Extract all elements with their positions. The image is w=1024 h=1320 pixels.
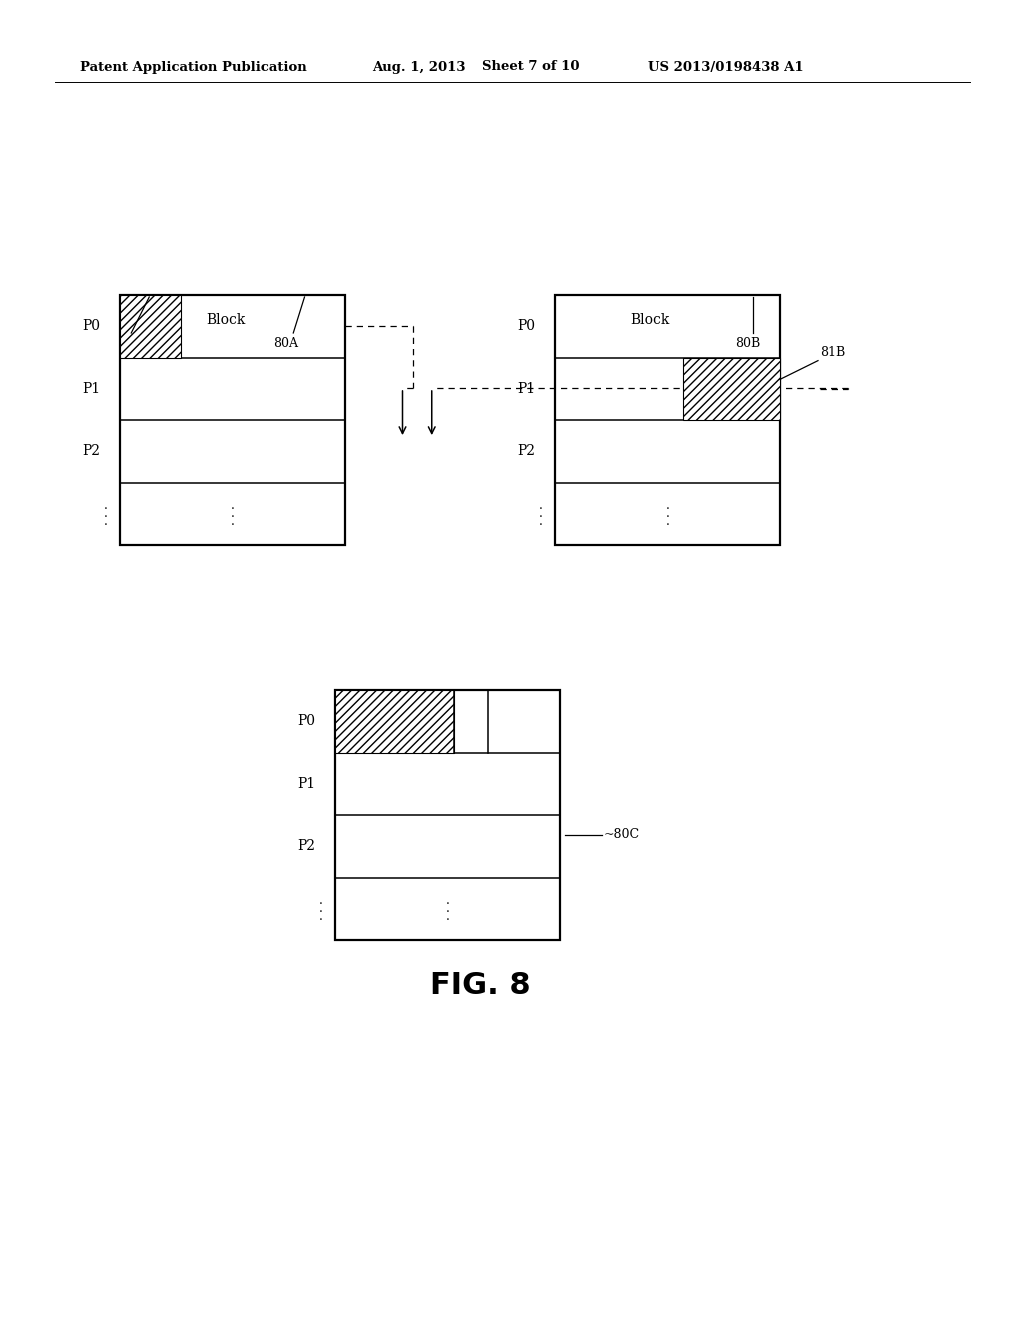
Text: P0: P0 bbox=[297, 714, 315, 729]
Text: P1: P1 bbox=[82, 381, 100, 396]
Text: 81B: 81B bbox=[820, 346, 845, 359]
Text: .: . bbox=[230, 507, 234, 520]
Text: ~80C: ~80C bbox=[604, 829, 640, 842]
Text: Block: Block bbox=[630, 313, 670, 327]
Text: P1: P1 bbox=[297, 776, 315, 791]
Text: 81A: 81A bbox=[122, 337, 147, 350]
Text: .: . bbox=[539, 507, 543, 520]
Text: .: . bbox=[445, 911, 450, 923]
Text: .: . bbox=[104, 499, 108, 512]
Text: Sheet 7 of 10: Sheet 7 of 10 bbox=[482, 61, 580, 74]
Text: .: . bbox=[319, 911, 323, 923]
Bar bbox=[120, 294, 181, 358]
Text: P2: P2 bbox=[82, 445, 100, 458]
Text: Block: Block bbox=[206, 313, 246, 327]
Text: 80A: 80A bbox=[273, 337, 298, 350]
Text: FIG. 8: FIG. 8 bbox=[430, 970, 530, 999]
Bar bbox=[335, 690, 455, 752]
Text: P2: P2 bbox=[297, 840, 315, 853]
Text: .: . bbox=[230, 515, 234, 528]
Bar bbox=[120, 294, 345, 545]
Text: .: . bbox=[104, 515, 108, 528]
Text: .: . bbox=[319, 894, 323, 907]
Text: US 2013/0198438 A1: US 2013/0198438 A1 bbox=[648, 61, 804, 74]
Text: P2: P2 bbox=[517, 445, 535, 458]
Text: .: . bbox=[539, 499, 543, 512]
Text: P0: P0 bbox=[82, 319, 100, 333]
Text: .: . bbox=[666, 499, 670, 512]
Text: .: . bbox=[104, 507, 108, 520]
Text: .: . bbox=[445, 903, 450, 915]
Text: .: . bbox=[445, 894, 450, 907]
Text: .: . bbox=[230, 499, 234, 512]
Bar bbox=[683, 358, 780, 420]
Text: .: . bbox=[319, 903, 323, 915]
Text: P1: P1 bbox=[517, 381, 535, 396]
Bar bbox=[335, 690, 560, 940]
Text: P0: P0 bbox=[517, 319, 535, 333]
Text: Aug. 1, 2013: Aug. 1, 2013 bbox=[372, 61, 466, 74]
Text: .: . bbox=[666, 515, 670, 528]
Text: .: . bbox=[666, 507, 670, 520]
Text: Patent Application Publication: Patent Application Publication bbox=[80, 61, 307, 74]
Text: .: . bbox=[539, 515, 543, 528]
Text: 80B: 80B bbox=[735, 337, 760, 350]
Bar bbox=[555, 294, 780, 545]
